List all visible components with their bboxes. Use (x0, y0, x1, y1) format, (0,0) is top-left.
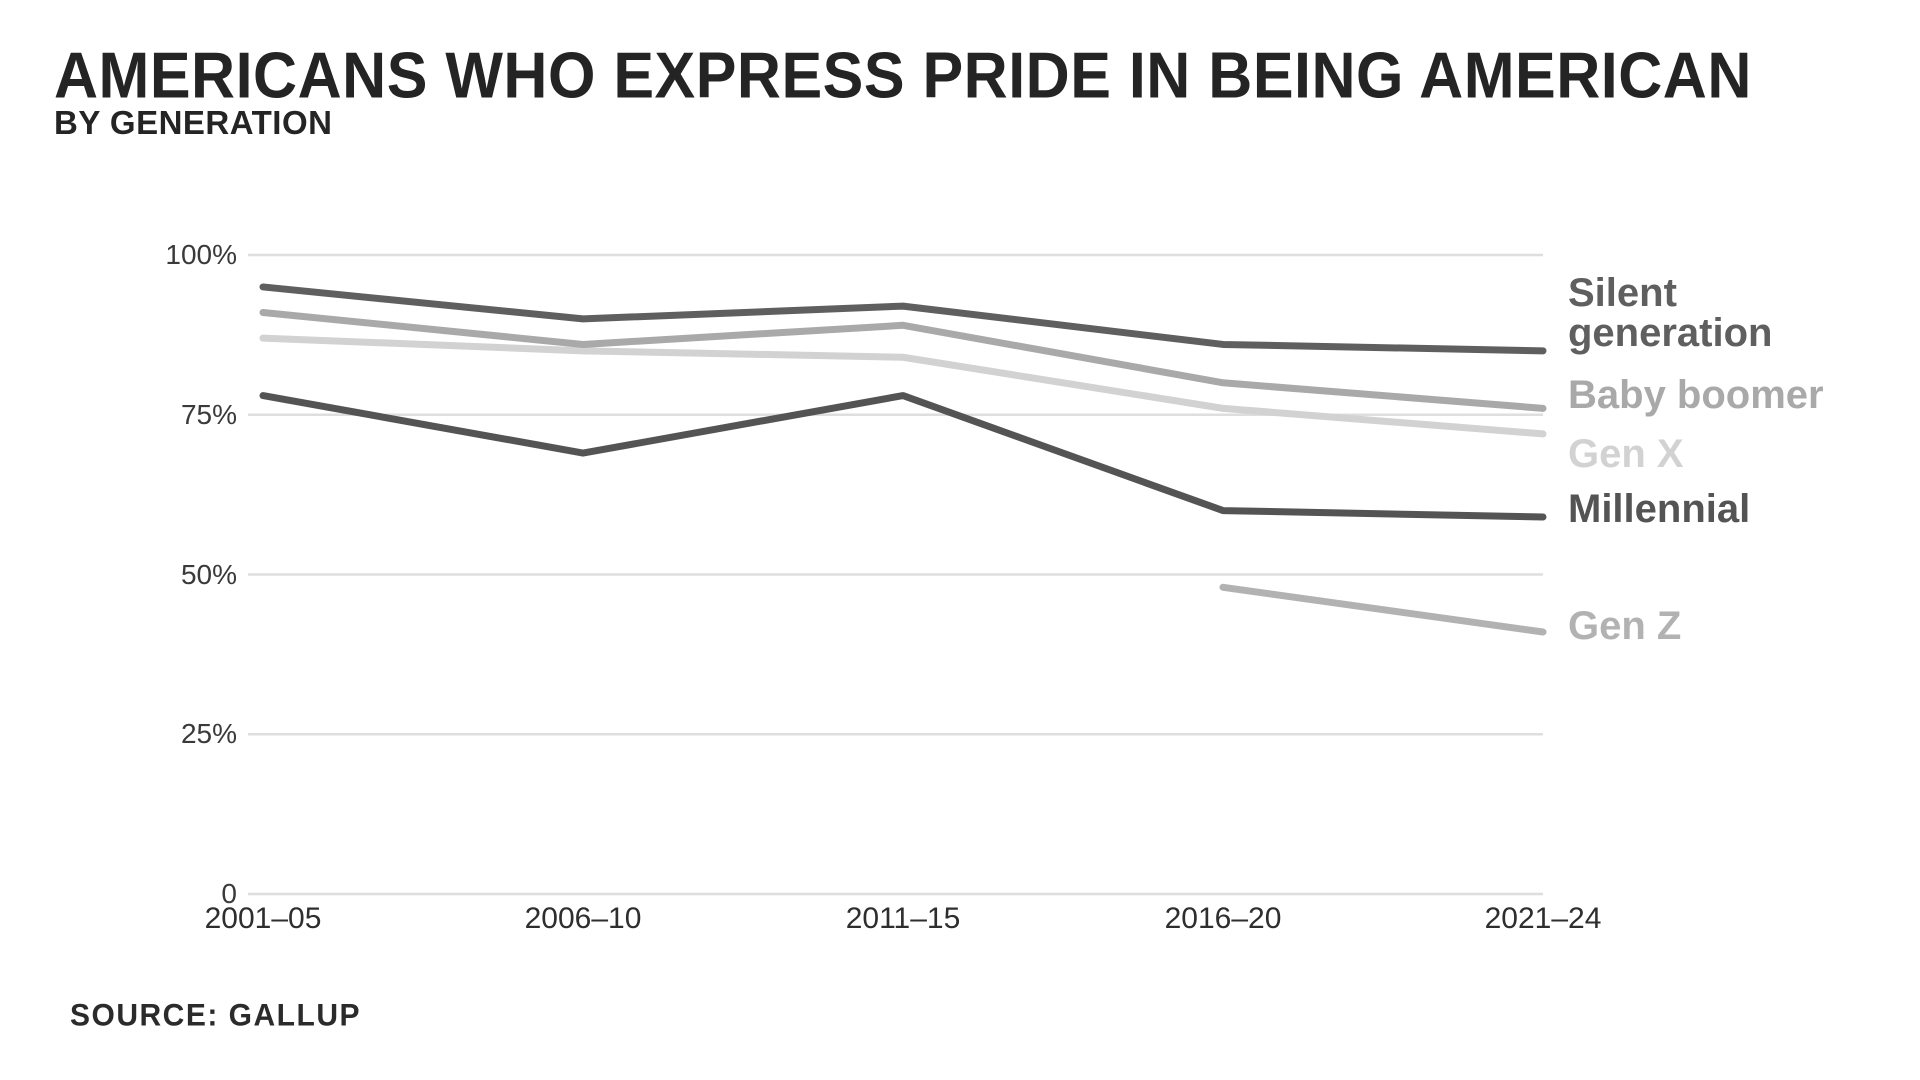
series-lines-group (259, 283, 1547, 636)
gridlines-group (248, 253, 1543, 896)
y-axis-tick-label: 25% (180, 718, 237, 750)
legend-label-gen-x: Gen X (1568, 432, 1684, 476)
line-series-millennial (259, 392, 1547, 521)
x-axis-tick-label: 2021–24 (1484, 902, 1602, 935)
legend-label-millennial: Millennial (1568, 487, 1751, 531)
x-axis-tick-label: 2011–15 (845, 902, 961, 935)
legend-label-silent-generation: Silent generation (1568, 271, 1773, 355)
x-axis-tick-label: 2006–10 (524, 902, 642, 935)
source-credit: SOURCE: GALLUP (70, 998, 361, 1033)
chart-subtitle: BY GENERATION (54, 104, 333, 141)
chart-title: AMERICANS WHO EXPRESS PRIDE IN BEING AME… (54, 39, 1752, 112)
legend-label-gen-z: Gen Z (1568, 604, 1682, 648)
x-axis-tick-label: 2001–05 (204, 902, 322, 935)
x-axis-tick-label: 2016–20 (1164, 902, 1282, 935)
y-axis-tick-label: 75% (180, 398, 237, 430)
y-axis-tick-label: 50% (180, 558, 237, 590)
y-axis-tick-label: 0 (221, 878, 237, 909)
line-series-silent-generation (259, 283, 1547, 355)
y-axis-tick-label: 100% (165, 239, 237, 270)
line-series-gen-z (1219, 583, 1547, 636)
legend-label-baby-boomer: Baby boomer (1568, 373, 1824, 417)
line-series-baby-boomer (259, 309, 1547, 412)
line-series-gen-x (259, 334, 1547, 438)
